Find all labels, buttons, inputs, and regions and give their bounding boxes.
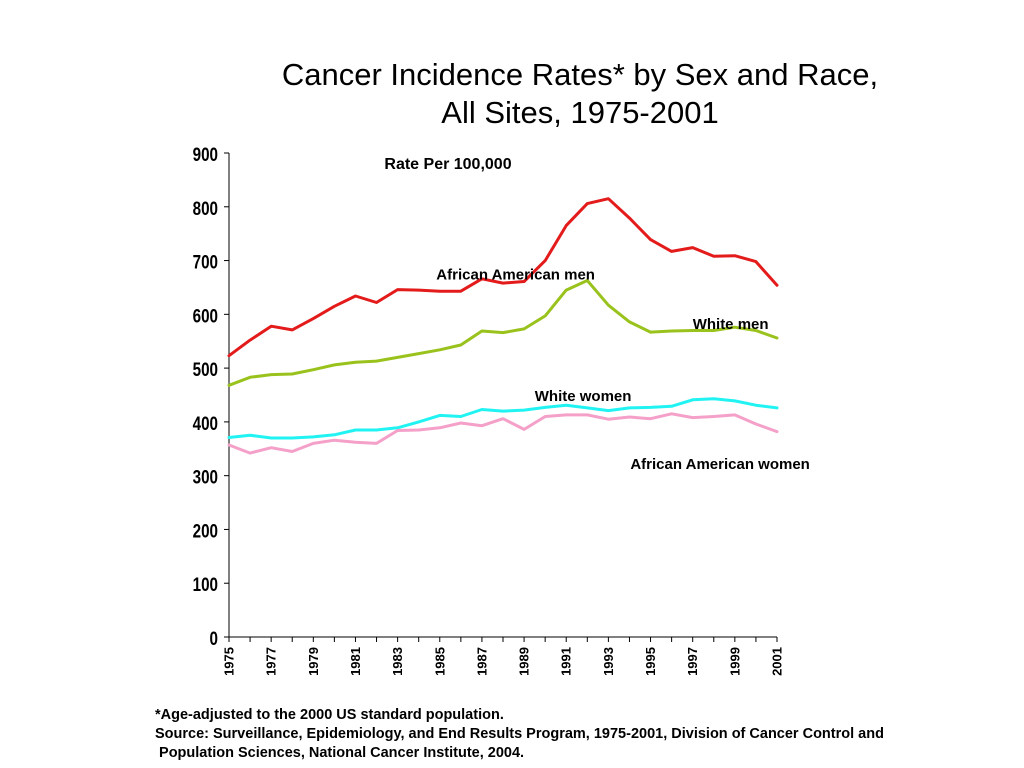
x-tick-label: 1991 [559, 647, 574, 676]
x-tick-label: 1989 [517, 647, 532, 676]
y-tick-label: 600 [193, 305, 218, 327]
x-tick-label: 2001 [770, 647, 785, 676]
y-tick-label: 300 [193, 466, 218, 488]
x-tick-label: 1977 [264, 647, 279, 676]
x-tick-label: 1997 [685, 647, 700, 676]
y-tick-label: 100 [193, 574, 218, 596]
y-tick-label: 200 [193, 520, 218, 542]
chart-annotations: African American men White men White women… [436, 266, 810, 472]
series-line-white-men [227, 279, 779, 387]
x-tick-label: 1999 [727, 647, 742, 676]
series-label-white-women: White women [535, 388, 632, 405]
footnote-source: Source: Surveillance, Epidemiology, and … [155, 726, 884, 742]
y-tick-label: 500 [193, 358, 218, 380]
x-tick-label: 1981 [348, 647, 363, 676]
series-line-african-american-women [227, 412, 779, 455]
chart-title-line2: All Sites, 1975-2001 [441, 95, 719, 130]
y-tick-label: 400 [193, 412, 218, 434]
series-label-african-american-men: African American men [436, 266, 595, 283]
y-tick-label: 900 [193, 143, 218, 165]
footnote: *Age-adjusted to the 2000 US standard po… [155, 706, 1015, 763]
x-tick-label: 1979 [306, 647, 321, 676]
x-tick-label: 1995 [643, 647, 658, 676]
chart-axes: 0 100 200 300 400 500 600 700 800 900 1975 1977 1979… [193, 143, 785, 676]
x-tick-label: 1987 [474, 647, 489, 676]
series-label-white-men: White men [693, 316, 769, 333]
footnote-age-adjusted: *Age-adjusted to the 2000 US standard po… [155, 707, 504, 723]
chart-title-line1: Cancer Incidence Rates* by Sex and Race, [281, 57, 879, 92]
y-tick-label: 800 [193, 197, 218, 219]
x-tick-label: 1985 [432, 647, 447, 676]
x-tick-label: 1983 [390, 647, 405, 676]
series-label-african-american-women: African American women [630, 456, 810, 473]
y-axis-label: Rate Per 100,000 [384, 156, 511, 173]
series-line-african-american-men [227, 197, 779, 358]
chart-series [227, 197, 779, 455]
series-line-white-women [227, 397, 779, 440]
x-tick-label: 1975 [222, 647, 237, 676]
y-tick-label: 0 [210, 627, 218, 649]
chart-title: Cancer Incidence Rates* by Sex and Race,… [180, 56, 980, 132]
footnote-source-cont: Population Sciences, National Cancer Ins… [155, 745, 525, 761]
y-tick-label: 700 [193, 251, 218, 273]
x-tick-label: 1993 [601, 647, 616, 676]
